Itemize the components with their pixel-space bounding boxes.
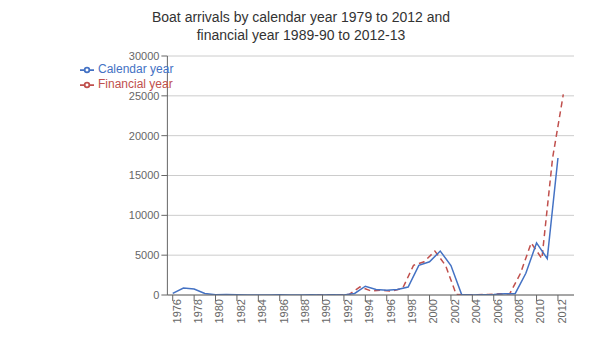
html-text:Financial year: Financial year [98,76,173,91]
svg-text:1978: 1978 [192,299,204,323]
svg-text:1998: 1998 [406,299,418,323]
svg-text:2008: 2008 [513,299,525,323]
svg-text:2004: 2004 [470,299,482,323]
svg-text:1976: 1976 [171,299,183,323]
svg-text:5000: 5000 [135,249,159,261]
svg-text:1992: 1992 [342,299,354,323]
svg-text:1990: 1990 [320,299,332,323]
svg-text:1980: 1980 [213,299,225,323]
svg-text:2006: 2006 [492,299,504,323]
svg-text:2010: 2010 [534,299,546,323]
html-text:Boat arrivals by calendar year: Boat arrivals by calendar year 1979 to 2… [152,9,450,43]
svg-text:2002: 2002 [449,299,461,323]
svg-text:1994: 1994 [363,299,375,323]
svg-text:2000: 2000 [427,299,439,323]
svg-text:0: 0 [153,289,159,301]
svg-text:1996: 1996 [385,299,397,323]
svg-text:1982: 1982 [235,299,247,323]
svg-text:10000: 10000 [129,209,160,221]
svg-text:1988: 1988 [299,299,311,323]
svg-text:20000: 20000 [129,130,160,142]
svg-text:15000: 15000 [129,169,160,181]
html-text:Calendar year: Calendar year [98,62,174,76]
svg-text:2012: 2012 [556,299,568,323]
svg-text:25000: 25000 [129,90,160,102]
svg-text:30000: 30000 [129,50,160,62]
svg-text:1984: 1984 [256,299,268,323]
svg-text:1986: 1986 [278,299,290,323]
